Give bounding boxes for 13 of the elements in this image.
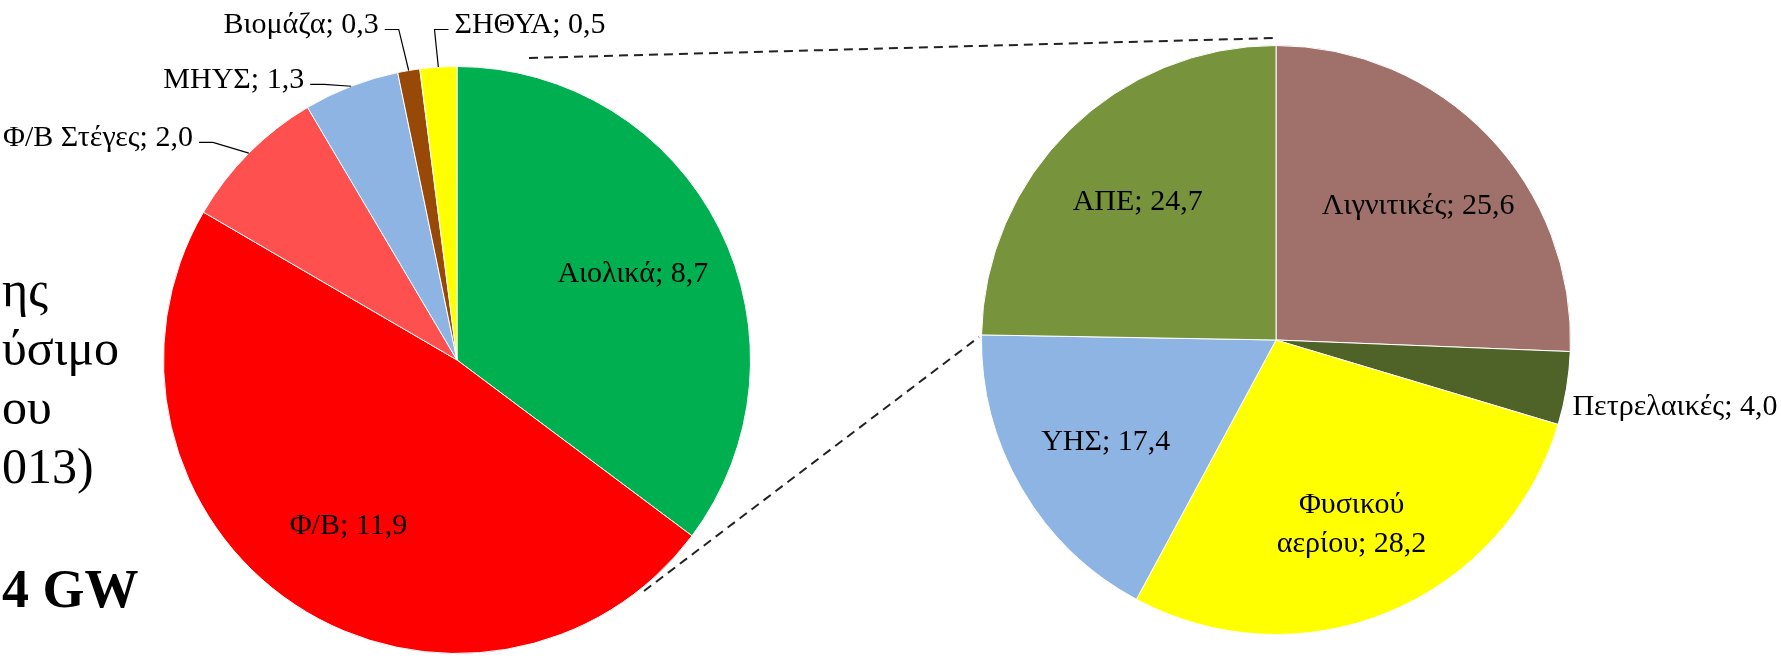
- text: 4 GW: [2, 559, 139, 619]
- slice-label: Φ/Β; 11,9: [288, 506, 409, 543]
- slice-label: Βιομάζα; 0,3: [222, 4, 380, 41]
- slice-label: ΜΗΥΣ; 1,3: [162, 59, 306, 96]
- slice-label: Πετρελαικές; 4,0: [1571, 387, 1779, 424]
- slice-label: Φ/Β Στέγες; 2,0: [2, 117, 194, 154]
- text: ης ύσιμο ου 013): [2, 261, 119, 494]
- slice-label: Αιολικά; 8,7: [556, 254, 710, 291]
- slice-label: ΣΗΘΥΑ; 0,5: [453, 4, 607, 41]
- slice-label: Φυσικού αερίου; 28,2: [1275, 485, 1428, 561]
- slice-label: ΑΠΕ; 24,7: [1071, 181, 1204, 218]
- slice-label: ΥΗΣ; 17,4: [1040, 422, 1172, 459]
- slice-label: Λιγνιτικές; 25,6: [1320, 185, 1516, 222]
